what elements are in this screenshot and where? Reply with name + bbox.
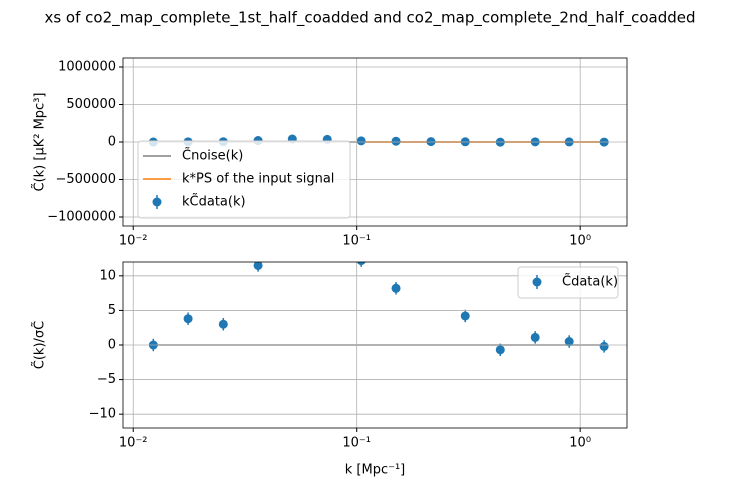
data-point bbox=[495, 345, 505, 355]
data-point bbox=[356, 262, 366, 266]
data-point bbox=[460, 311, 470, 321]
data-point bbox=[599, 341, 609, 351]
data-point bbox=[218, 319, 228, 329]
axes-frame bbox=[122, 57, 628, 227]
legend-label: kC̃data(k) bbox=[182, 194, 246, 209]
legend-label: k*PS of the input signal bbox=[182, 172, 334, 187]
legend-box bbox=[137, 140, 351, 219]
data-point bbox=[391, 136, 401, 146]
data-point bbox=[183, 314, 193, 324]
legend-swatch bbox=[532, 277, 542, 287]
y-tick-label: 0 bbox=[108, 338, 116, 353]
data-point bbox=[356, 136, 366, 146]
x-axis-label: k [Mpc⁻¹] bbox=[345, 463, 406, 478]
y-tick-label: −5 bbox=[97, 372, 116, 387]
y-axis-label: C̃(k)/σC̃ bbox=[32, 321, 47, 369]
legend: C̃noise(k) k*PS of the input signal kC̃dat… bbox=[137, 140, 351, 219]
y-tick-label: −1000000 bbox=[47, 210, 116, 225]
y-axis-label: C̃(k) [μK² Mpc³] bbox=[32, 93, 47, 192]
legend-label: C̃data(k) bbox=[562, 274, 618, 289]
y-tick-label: 10 bbox=[99, 268, 116, 283]
legend: C̃data(k) bbox=[517, 266, 619, 299]
data-point bbox=[530, 332, 540, 342]
y-tick-label: −10 bbox=[89, 407, 116, 422]
data-point bbox=[564, 337, 574, 347]
x-tick-label: 10⁻¹ bbox=[342, 234, 371, 249]
y-tick-label: 500000 bbox=[66, 97, 116, 112]
x-tick-label: 10⁻² bbox=[119, 436, 148, 451]
chart-title: xs of co2_map_complete_1st_half_coadded … bbox=[44, 9, 695, 28]
legend-box bbox=[517, 266, 619, 299]
x-tick-label: 10⁰ bbox=[569, 234, 591, 249]
axes-frame bbox=[122, 261, 628, 429]
data-point bbox=[253, 262, 263, 270]
data-point bbox=[391, 283, 401, 293]
legend-swatch bbox=[152, 197, 162, 207]
x-tick-label: 10⁰ bbox=[569, 436, 591, 451]
y-tick-label: −500000 bbox=[55, 172, 116, 187]
x-tick-label: 10⁻¹ bbox=[342, 436, 371, 451]
y-tick-label: 5 bbox=[108, 303, 116, 318]
y-tick-label: 1000000 bbox=[58, 60, 116, 75]
y-tick-label: 0 bbox=[108, 135, 116, 150]
legend-label: C̃noise(k) bbox=[182, 148, 243, 163]
x-tick-label: 10⁻² bbox=[119, 234, 148, 249]
